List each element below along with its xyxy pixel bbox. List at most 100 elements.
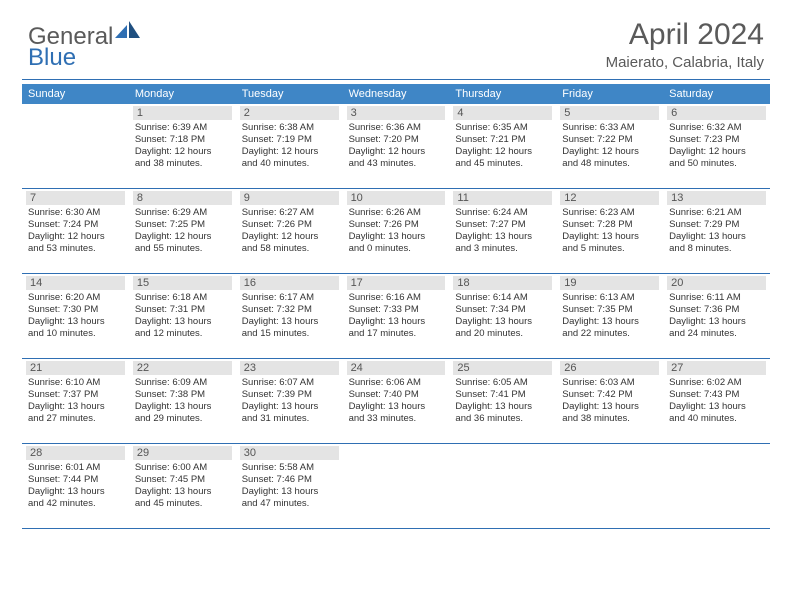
day-details: Sunrise: 6:26 AMSunset: 7:26 PMDaylight:… xyxy=(347,207,446,255)
day-details: Sunrise: 6:39 AMSunset: 7:18 PMDaylight:… xyxy=(133,122,232,170)
day-details: Sunrise: 6:36 AMSunset: 7:20 PMDaylight:… xyxy=(347,122,446,170)
day-number: 28 xyxy=(26,446,125,460)
day-details: Sunrise: 6:38 AMSunset: 7:19 PMDaylight:… xyxy=(240,122,339,170)
day-details: Sunrise: 6:14 AMSunset: 7:34 PMDaylight:… xyxy=(453,292,552,340)
dow-cell: Tuesday xyxy=(236,84,343,104)
week-row: 21 Sunrise: 6:10 AMSunset: 7:37 PMDayligh… xyxy=(22,359,770,444)
day-number: 24 xyxy=(347,361,446,375)
dow-cell: Wednesday xyxy=(343,84,450,104)
day-cell: 1 Sunrise: 6:39 AMSunset: 7:18 PMDaylight… xyxy=(129,104,236,188)
week-row: 7 Sunrise: 6:30 AMSunset: 7:24 PMDaylight… xyxy=(22,189,770,274)
day-details: Sunrise: 6:17 AMSunset: 7:32 PMDaylight:… xyxy=(240,292,339,340)
day-details: Sunrise: 6:21 AMSunset: 7:29 PMDaylight:… xyxy=(667,207,766,255)
day-details: Sunrise: 6:13 AMSunset: 7:35 PMDaylight:… xyxy=(560,292,659,340)
day-cell: 25 Sunrise: 6:05 AMSunset: 7:41 PMDayligh… xyxy=(449,359,556,443)
dow-cell: Friday xyxy=(556,84,663,104)
day-number: 21 xyxy=(26,361,125,375)
day-details: Sunrise: 6:24 AMSunset: 7:27 PMDaylight:… xyxy=(453,207,552,255)
day-cell: 11Sunrise: 6:24 AMSunset: 7:27 PMDayligh… xyxy=(449,189,556,273)
day-cell: 19Sunrise: 6:13 AMSunset: 7:35 PMDayligh… xyxy=(556,274,663,358)
day-details: Sunrise: 6:35 AMSunset: 7:21 PMDaylight:… xyxy=(453,122,552,170)
day-number: 7 xyxy=(26,191,125,205)
day-cell: 23 Sunrise: 6:07 AMSunset: 7:39 PMDayligh… xyxy=(236,359,343,443)
day-number: 13 xyxy=(667,191,766,205)
day-details: Sunrise: 6:07 AMSunset: 7:39 PMDaylight:… xyxy=(240,377,339,425)
day-number: 9 xyxy=(240,191,339,205)
day-cell: 29Sunrise: 6:00 AMSunset: 7:45 PMDayligh… xyxy=(129,444,236,528)
day-details: Sunrise: 6:05 AMSunset: 7:41 PMDaylight:… xyxy=(453,377,552,425)
day-cell: 6 Sunrise: 6:32 AMSunset: 7:23 PMDaylight… xyxy=(663,104,770,188)
day-cell: 20Sunrise: 6:11 AMSunset: 7:36 PMDayligh… xyxy=(663,274,770,358)
day-number: 22 xyxy=(133,361,232,375)
week-row: 14 Sunrise: 6:20 AMSunset: 7:30 PMDayligh… xyxy=(22,274,770,359)
brand-sail-icon xyxy=(115,18,141,46)
day-cell: 26 Sunrise: 6:03 AMSunset: 7:42 PMDayligh… xyxy=(556,359,663,443)
dow-cell: Sunday xyxy=(22,84,129,104)
day-details: Sunrise: 6:01 AMSunset: 7:44 PMDaylight:… xyxy=(26,462,125,510)
day-number: 15 xyxy=(133,276,232,290)
day-cell: 24 Sunrise: 6:06 AMSunset: 7:40 PMDayligh… xyxy=(343,359,450,443)
day-number: 10 xyxy=(347,191,446,205)
day-number: 3 xyxy=(347,106,446,120)
day-cell xyxy=(556,444,663,528)
day-cell: 21 Sunrise: 6:10 AMSunset: 7:37 PMDayligh… xyxy=(22,359,129,443)
day-cell: 10 Sunrise: 6:26 AMSunset: 7:26 PMDayligh… xyxy=(343,189,450,273)
day-number: 25 xyxy=(453,361,552,375)
day-details: Sunrise: 6:29 AMSunset: 7:25 PMDaylight:… xyxy=(133,207,232,255)
day-cell: 9 Sunrise: 6:27 AMSunset: 7:26 PMDaylight… xyxy=(236,189,343,273)
day-details: Sunrise: 6:10 AMSunset: 7:37 PMDaylight:… xyxy=(26,377,125,425)
day-cell: 18 Sunrise: 6:14 AMSunset: 7:34 PMDayligh… xyxy=(449,274,556,358)
day-cell: 14 Sunrise: 6:20 AMSunset: 7:30 PMDayligh… xyxy=(22,274,129,358)
day-cell: 22 Sunrise: 6:09 AMSunset: 7:38 PMDayligh… xyxy=(129,359,236,443)
day-cell: 7 Sunrise: 6:30 AMSunset: 7:24 PMDaylight… xyxy=(22,189,129,273)
day-number: 2 xyxy=(240,106,339,120)
day-details: Sunrise: 6:30 AMSunset: 7:24 PMDaylight:… xyxy=(26,207,125,255)
day-cell xyxy=(22,104,129,188)
day-details: Sunrise: 6:06 AMSunset: 7:40 PMDaylight:… xyxy=(347,377,446,425)
day-number: 14 xyxy=(26,276,125,290)
day-details: Sunrise: 6:33 AMSunset: 7:22 PMDaylight:… xyxy=(560,122,659,170)
day-details: Sunrise: 6:23 AMSunset: 7:28 PMDaylight:… xyxy=(560,207,659,255)
dow-cell: Monday xyxy=(129,84,236,104)
day-details: Sunrise: 6:02 AMSunset: 7:43 PMDaylight:… xyxy=(667,377,766,425)
day-number: 1 xyxy=(133,106,232,120)
day-number: 6 xyxy=(667,106,766,120)
day-cell: 27 Sunrise: 6:02 AMSunset: 7:43 PMDayligh… xyxy=(663,359,770,443)
day-details: Sunrise: 6:03 AMSunset: 7:42 PMDaylight:… xyxy=(560,377,659,425)
dow-cell: Saturday xyxy=(663,84,770,104)
day-cell: 17Sunrise: 6:16 AMSunset: 7:33 PMDayligh… xyxy=(343,274,450,358)
day-details: Sunrise: 6:00 AMSunset: 7:45 PMDaylight:… xyxy=(133,462,232,510)
day-number: 4 xyxy=(453,106,552,120)
day-cell xyxy=(343,444,450,528)
day-cell: 4 Sunrise: 6:35 AMSunset: 7:21 PMDaylight… xyxy=(449,104,556,188)
day-cell: 15Sunrise: 6:18 AMSunset: 7:31 PMDayligh… xyxy=(129,274,236,358)
day-cell: 2 Sunrise: 6:38 AMSunset: 7:19 PMDaylight… xyxy=(236,104,343,188)
day-details: Sunrise: 6:16 AMSunset: 7:33 PMDaylight:… xyxy=(347,292,446,340)
day-details: Sunrise: 6:09 AMSunset: 7:38 PMDaylight:… xyxy=(133,377,232,425)
day-cell xyxy=(663,444,770,528)
day-number: 30 xyxy=(240,446,339,460)
day-number: 18 xyxy=(453,276,552,290)
day-details: Sunrise: 5:58 AMSunset: 7:46 PMDaylight:… xyxy=(240,462,339,510)
title-block: April 2024 Maierato, Calabria, Italy xyxy=(606,18,764,71)
location-label: Maierato, Calabria, Italy xyxy=(606,54,764,71)
day-cell: 28 Sunrise: 6:01 AMSunset: 7:44 PMDayligh… xyxy=(22,444,129,528)
day-number: 12 xyxy=(560,191,659,205)
day-number: 26 xyxy=(560,361,659,375)
top-rule xyxy=(22,79,770,80)
week-row: 1 Sunrise: 6:39 AMSunset: 7:18 PMDaylight… xyxy=(22,104,770,189)
day-number: 23 xyxy=(240,361,339,375)
day-cell: 30 Sunrise: 5:58 AMSunset: 7:46 PMDayligh… xyxy=(236,444,343,528)
day-number: 27 xyxy=(667,361,766,375)
day-number: 8 xyxy=(133,191,232,205)
day-cell: 5 Sunrise: 6:33 AMSunset: 7:22 PMDaylight… xyxy=(556,104,663,188)
dow-header: SundayMondayTuesdayWednesdayThursdayFrid… xyxy=(22,84,770,104)
day-details: Sunrise: 6:27 AMSunset: 7:26 PMDaylight:… xyxy=(240,207,339,255)
day-cell xyxy=(449,444,556,528)
day-number: 5 xyxy=(560,106,659,120)
day-cell: 8 Sunrise: 6:29 AMSunset: 7:25 PMDaylight… xyxy=(129,189,236,273)
day-details: Sunrise: 6:20 AMSunset: 7:30 PMDaylight:… xyxy=(26,292,125,340)
day-details: Sunrise: 6:32 AMSunset: 7:23 PMDaylight:… xyxy=(667,122,766,170)
week-row: 28 Sunrise: 6:01 AMSunset: 7:44 PMDayligh… xyxy=(22,444,770,529)
day-number: 20 xyxy=(667,276,766,290)
